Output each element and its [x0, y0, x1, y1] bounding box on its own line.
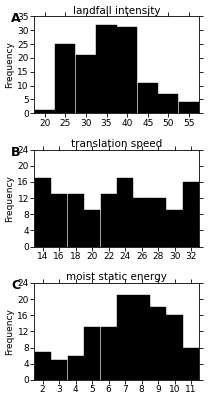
Bar	[101, 194, 117, 246]
Title: landfall intensity: landfall intensity	[73, 6, 161, 16]
Bar	[84, 210, 100, 246]
Title: translation speed: translation speed	[71, 139, 162, 149]
Bar	[150, 307, 166, 380]
Bar	[134, 198, 150, 246]
Bar	[76, 55, 96, 113]
Bar	[101, 328, 117, 380]
Bar	[183, 348, 199, 380]
Bar	[34, 352, 51, 380]
Bar	[117, 28, 137, 113]
Bar	[84, 328, 100, 380]
Bar	[158, 94, 178, 113]
Y-axis label: Frequency: Frequency	[6, 308, 15, 355]
Text: C: C	[11, 279, 20, 292]
Bar	[117, 178, 133, 246]
Bar	[96, 25, 117, 113]
Bar	[166, 210, 183, 246]
Bar	[138, 83, 158, 113]
Bar	[150, 198, 166, 246]
Title: moist static energy: moist static energy	[66, 272, 167, 282]
Bar	[179, 102, 199, 113]
Bar	[35, 110, 55, 113]
Bar	[183, 182, 199, 246]
Text: B: B	[11, 146, 21, 159]
Y-axis label: Frequency: Frequency	[6, 41, 15, 88]
Bar	[68, 194, 84, 246]
Bar	[117, 295, 133, 380]
Text: A: A	[11, 12, 21, 26]
Bar	[34, 178, 51, 246]
Bar	[51, 194, 67, 246]
Y-axis label: Frequency: Frequency	[6, 175, 15, 222]
Bar	[55, 44, 75, 113]
Bar	[68, 356, 84, 380]
Bar	[134, 295, 150, 380]
Bar	[51, 360, 67, 380]
Bar	[166, 315, 183, 380]
